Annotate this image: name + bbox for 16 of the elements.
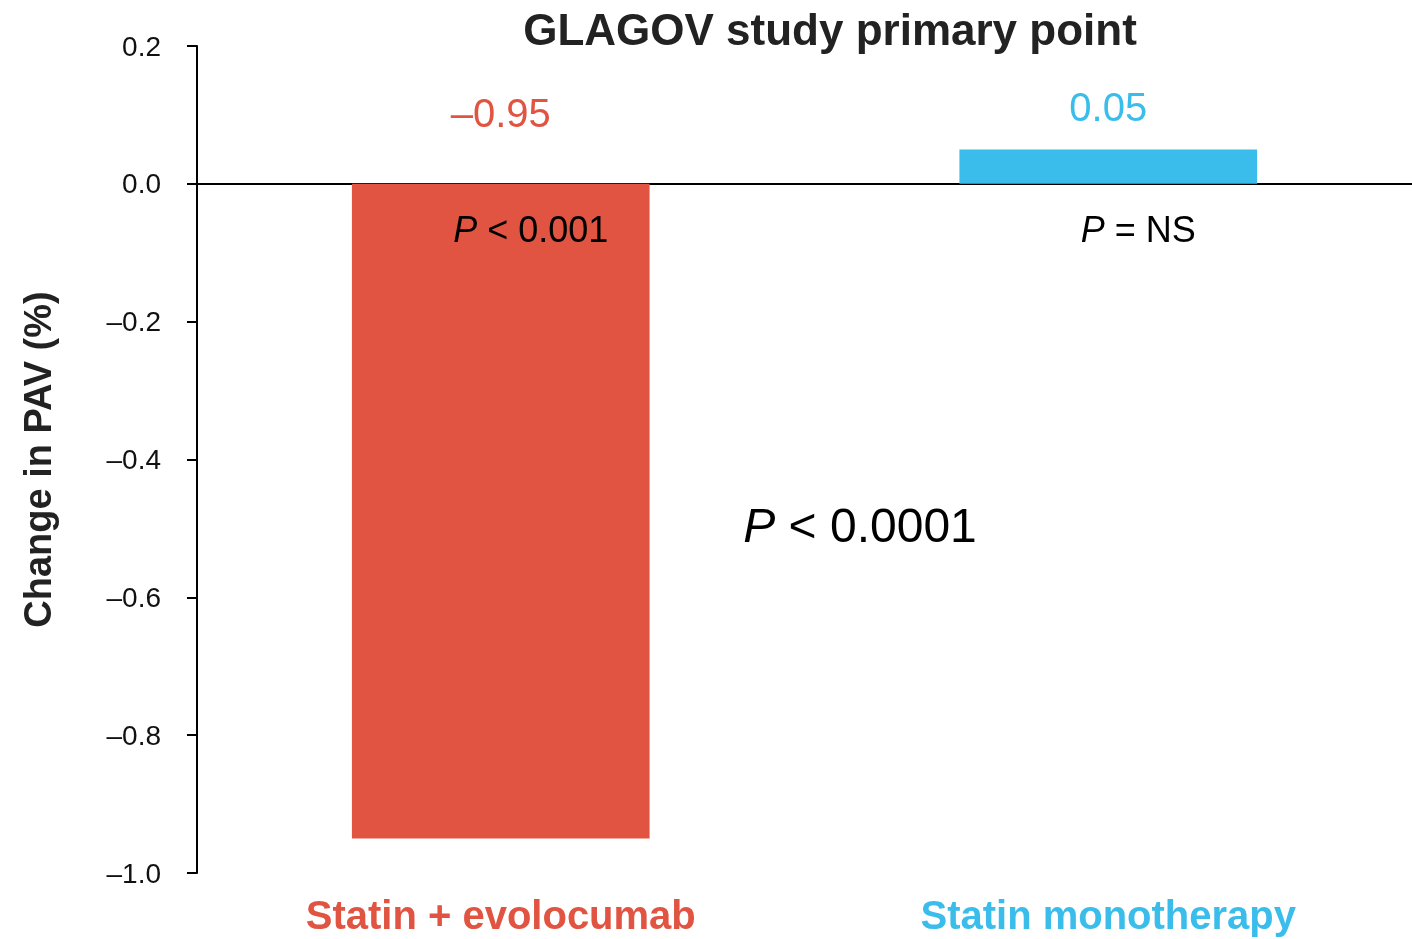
annotation: P < 0.0001: [743, 499, 977, 553]
x-tick-label: Statin + evolocumab: [305, 893, 696, 937]
y-tick-label: –0.2: [106, 306, 161, 338]
data-label: 0.05: [1069, 85, 1148, 130]
y-tick-label: –1.0: [106, 857, 161, 889]
y-tick-label: –0.6: [106, 581, 161, 613]
annotation: P = NS: [1080, 209, 1196, 251]
y-tick-label: 0.0: [122, 168, 161, 200]
y-tick-label: 0.2: [122, 30, 161, 62]
chart-title: GLAGOV study primary point: [523, 4, 1138, 54]
data-label: –0.95: [450, 90, 551, 135]
y-tick-label: –0.8: [106, 719, 161, 751]
annotation: P < 0.001: [453, 209, 609, 251]
y-axis-title: Change in PAV (%): [17, 291, 59, 628]
x-tick-label: Statin monotherapy: [920, 893, 1297, 937]
y-tick-label: –0.4: [106, 444, 161, 475]
